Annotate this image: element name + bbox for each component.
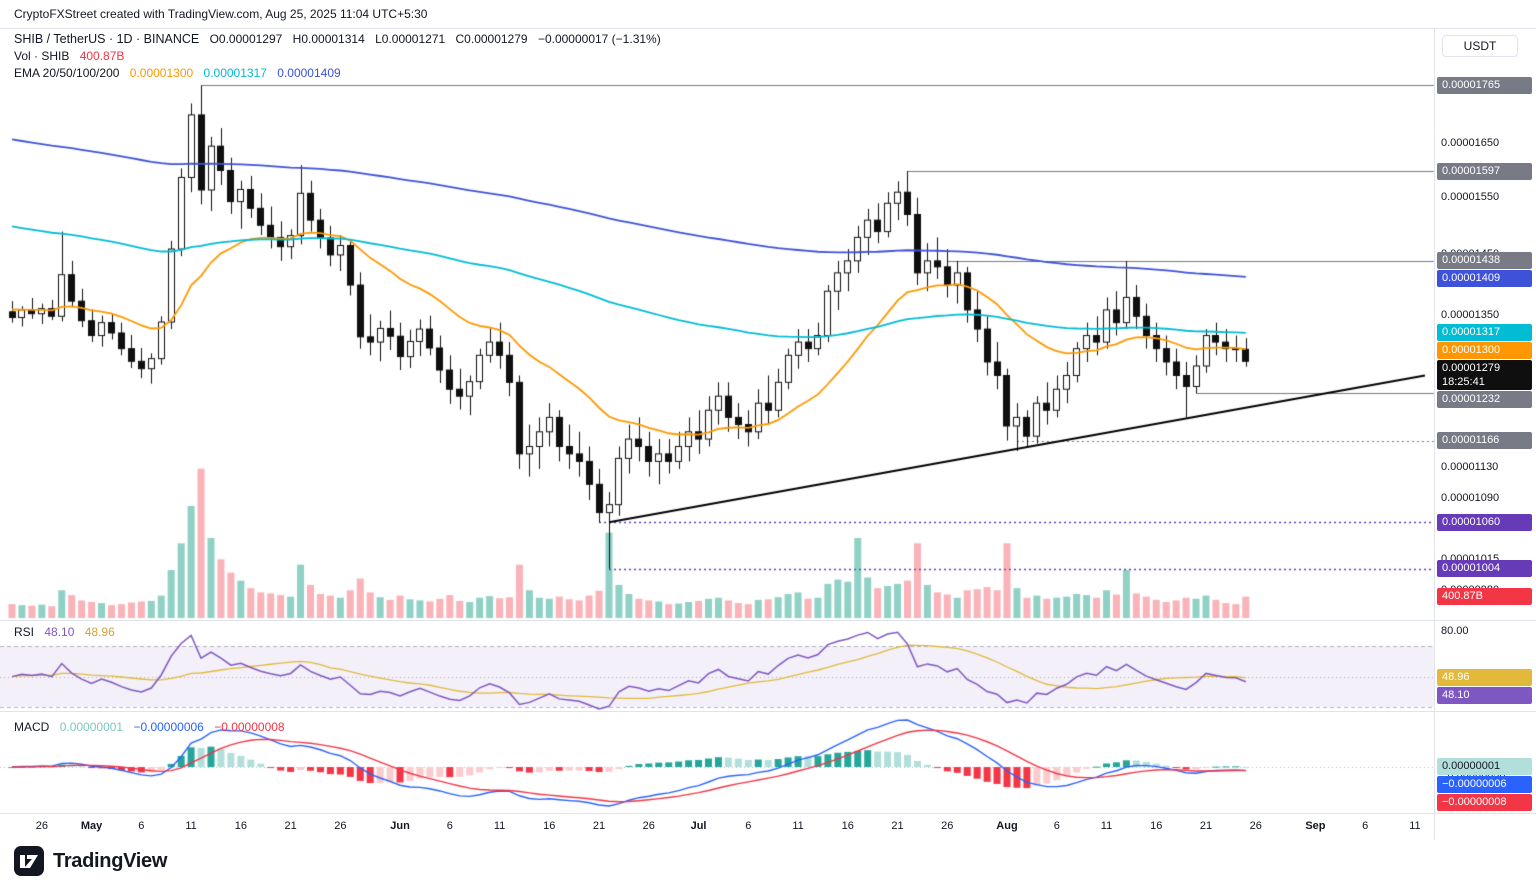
pane-separator bbox=[0, 813, 1536, 814]
macd-signal-value: −0.00000008 bbox=[214, 720, 285, 734]
axis-price-badge: 400.87B bbox=[1437, 588, 1532, 606]
time-axis-label: 11 bbox=[1409, 820, 1421, 832]
axis-price-badge: 48.10 bbox=[1437, 687, 1532, 705]
axis-price-badge: 0.00001166 bbox=[1437, 432, 1532, 450]
ema100-value: 0.00001317 bbox=[203, 66, 267, 80]
currency-toggle-usdt[interactable]: USDT bbox=[1442, 35, 1518, 57]
axis-tick-label: 80.00 bbox=[1441, 625, 1469, 638]
ema-legend-label: EMA 20/50/100/200 bbox=[14, 66, 120, 80]
time-axis-label: 11 bbox=[185, 820, 197, 832]
time-axis-label: 16 bbox=[841, 820, 854, 832]
tradingview-brand[interactable]: TradingView bbox=[14, 846, 167, 876]
axis-price-badge: 0.00001004 bbox=[1437, 560, 1532, 578]
time-axis-label: 16 bbox=[234, 820, 247, 832]
axis-price-badge: 0.00001317 bbox=[1437, 324, 1532, 342]
axis-price-badge: 0.00001597 bbox=[1437, 162, 1532, 180]
ema200-value: 0.00001409 bbox=[277, 66, 341, 80]
time-axis-label: Jun bbox=[390, 820, 410, 832]
time-axis-label: 21 bbox=[284, 820, 297, 832]
symbol-legend-row[interactable]: SHIB / TetherUS · 1D · BINANCE O0.000012… bbox=[14, 31, 668, 48]
price-pane-legend: SHIB / TetherUS · 1D · BINANCE O0.000012… bbox=[14, 31, 668, 82]
ohlc-change: −0.00000017 (−1.31%) bbox=[537, 32, 661, 46]
axis-tick-label: 0.00001090 bbox=[1441, 492, 1500, 505]
tradingview-wordmark: TradingView bbox=[53, 849, 168, 872]
time-axis-label: 16 bbox=[1150, 820, 1163, 832]
axis-price-badge: 0.00001409 bbox=[1437, 270, 1532, 288]
time-axis-label: 6 bbox=[745, 820, 752, 832]
tradingview-logo-icon bbox=[14, 846, 44, 876]
macd-hist-value: 0.00000001 bbox=[59, 720, 124, 734]
countdown-timer: 18:25:41 bbox=[1442, 375, 1485, 388]
ohlc-low: L0.00001271 bbox=[375, 32, 446, 46]
axis-price-badge: 0.00001232 bbox=[1437, 391, 1532, 409]
volume-legend-row[interactable]: Vol · SHIB 400.87B bbox=[14, 48, 668, 65]
time-axis-label: 26 bbox=[35, 820, 48, 832]
time-axis-label: 6 bbox=[446, 820, 453, 832]
axis-price-badge: 0.00001765 bbox=[1437, 76, 1532, 94]
time-axis-label: 26 bbox=[1249, 820, 1262, 832]
ohlc-open: O0.00001297 bbox=[209, 32, 283, 46]
rsi-legend-label: RSI bbox=[14, 625, 35, 639]
time-axis-label: 21 bbox=[592, 820, 606, 832]
axis-tick-label: 0.00001650 bbox=[1441, 137, 1500, 150]
time-axis-label: 16 bbox=[543, 820, 556, 832]
rsi-ma-value: 48.96 bbox=[84, 625, 115, 639]
macd-line-value: −0.00000006 bbox=[133, 720, 204, 734]
axis-tick-label: 0.00001550 bbox=[1441, 190, 1500, 203]
time-axis-label: 26 bbox=[334, 820, 347, 832]
time-axis-label: 11 bbox=[493, 820, 506, 832]
axis-price-badge: 48.96 bbox=[1437, 669, 1532, 687]
macd-pane-legend: MACD 0.00000001 −0.00000006 −0.00000008 bbox=[14, 719, 292, 736]
axis-price-badge: −0.00000006 bbox=[1437, 776, 1532, 794]
axis-price-badge: 0.00001438 bbox=[1437, 252, 1532, 270]
time-axis-label: Jul bbox=[690, 820, 707, 832]
axis-price-badge: 0.00000001 bbox=[1437, 758, 1532, 776]
symbol-title[interactable]: SHIB / TetherUS · 1D · BINANCE bbox=[14, 32, 200, 46]
axis-price-badge: 0.00001279 18:25:41 bbox=[1437, 360, 1532, 391]
macd-legend-label: MACD bbox=[14, 720, 50, 734]
pane-separator[interactable] bbox=[0, 620, 1536, 621]
price-axis-border[interactable] bbox=[1434, 29, 1435, 840]
time-axis-label: 6 bbox=[138, 820, 145, 832]
volume-legend-value: 400.87B bbox=[79, 49, 125, 63]
axis-tick-label: 0.00001350 bbox=[1441, 309, 1500, 321]
time-axis-label: 21 bbox=[1199, 820, 1213, 832]
attribution-text: CryptoFXStreet created with TradingView.… bbox=[14, 7, 428, 21]
ema20-value: 0.00001300 bbox=[129, 66, 194, 80]
time-axis-label: 6 bbox=[1053, 820, 1060, 832]
time-axis-label: 11 bbox=[1100, 820, 1113, 832]
macd-legend-row[interactable]: MACD 0.00000001 −0.00000006 −0.00000008 bbox=[14, 719, 292, 736]
time-axis-label: Sep bbox=[1305, 820, 1326, 832]
axis-price-badge: 0.00001060 bbox=[1437, 513, 1532, 531]
attribution-bar: CryptoFXStreet created with TradingView.… bbox=[0, 0, 1536, 29]
ohlc-close: C0.00001279 bbox=[455, 32, 528, 46]
time-axis-label: May bbox=[80, 820, 103, 832]
rsi-pane-legend: RSI 48.10 48.96 bbox=[14, 624, 122, 641]
rsi-value: 48.10 bbox=[44, 625, 75, 639]
ohlc-high: H0.00001314 bbox=[292, 32, 365, 46]
axis-price-badge: −0.00000008 bbox=[1437, 794, 1532, 812]
axis-price-badge: 0.00001300 bbox=[1437, 342, 1532, 360]
time-axis-label: Aug bbox=[996, 820, 1018, 832]
time-axis-label: 6 bbox=[1362, 820, 1369, 832]
axis-tick-label: 0.00001130 bbox=[1441, 461, 1499, 474]
pane-separator[interactable] bbox=[0, 711, 1536, 712]
rsi-legend-row[interactable]: RSI 48.10 48.96 bbox=[14, 624, 122, 641]
time-axis-label: 26 bbox=[941, 820, 954, 832]
time-axis-label: 11 bbox=[792, 820, 804, 832]
time-axis-label: 21 bbox=[891, 820, 904, 832]
volume-legend-label: Vol · SHIB bbox=[14, 49, 70, 63]
time-axis-label: 26 bbox=[642, 820, 655, 832]
ema-legend-row[interactable]: EMA 20/50/100/200 0.00001300 0.00001317 … bbox=[14, 65, 668, 82]
